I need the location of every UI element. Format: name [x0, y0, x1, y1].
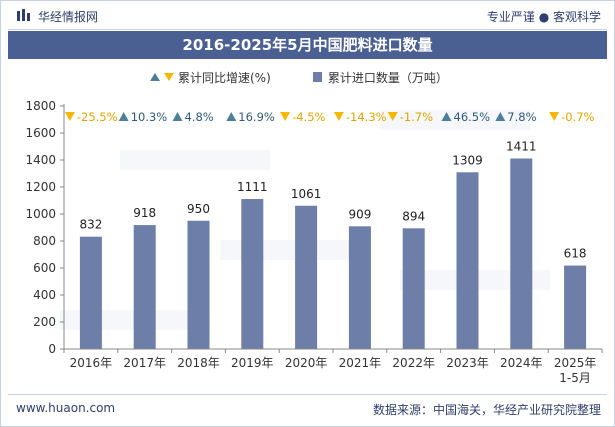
growth-up-icon — [441, 112, 452, 121]
brand-tagline: 专业严谨 ● 客观科学 — [486, 10, 601, 24]
brand-logo-icon — [17, 9, 30, 21]
bar-value-label: 832 — [79, 218, 102, 232]
bars — [79, 158, 587, 349]
growth-label: 10.3% — [131, 110, 168, 124]
chart-title: 2016-2025年5月中国肥料进口数量 — [182, 36, 433, 54]
x-tick-label: 1-5月 — [559, 371, 591, 385]
watermark-block — [120, 150, 270, 170]
bar-value-label: 1411 — [506, 140, 537, 154]
bar — [456, 172, 479, 349]
growth-row: -25.5% 10.3% 4.8% 16.9% -4.5% -14.3% -1.7% 46.5… — [64, 110, 595, 124]
x-tick-label: 2024年 — [500, 356, 543, 370]
x-tick-label: 2016年 — [70, 356, 113, 370]
growth-up-icon — [226, 112, 237, 121]
x-tick-label: 2022年 — [392, 356, 435, 370]
growth-label: -0.7% — [561, 110, 594, 124]
y-tick-label: 600 — [33, 261, 56, 275]
y-tick-label: 1000 — [25, 207, 56, 221]
bar-value-label: 918 — [133, 206, 156, 220]
growth-label: -4.5% — [292, 110, 325, 124]
growth-down-icon — [387, 112, 398, 121]
brand-name: 华经情报网 — [38, 10, 99, 24]
bar — [295, 205, 318, 349]
growth-label: -25.5% — [77, 110, 118, 124]
y-tick-label: 200 — [33, 315, 56, 329]
top-bar: 华经情报网 专业严谨 ● 客观科学 — [0, 0, 615, 30]
bar — [348, 226, 371, 349]
footer-source: 数据来源：中国海关，华经产业研究院整理 — [372, 403, 601, 417]
growth-up-icon — [495, 112, 506, 121]
growth-label: 7.8% — [507, 110, 536, 124]
growth-up-icon — [118, 112, 129, 121]
growth-legend-icon — [150, 73, 174, 81]
bar-value-label: 1111 — [237, 180, 268, 194]
growth-down-icon — [549, 112, 560, 121]
bar-value-label: 950 — [187, 202, 210, 216]
y-tick-label: 400 — [33, 288, 56, 302]
x-tick-label: 2023年 — [446, 356, 489, 370]
title-bar: 2016-2025年5月中国肥料进口数量 — [8, 31, 607, 59]
legend-item-growth: 累计同比增速(%) — [148, 69, 271, 86]
y-tick-label: 1400 — [25, 153, 56, 167]
growth-label: 46.5% — [454, 110, 491, 124]
growth-label: 4.8% — [185, 110, 214, 124]
bar — [241, 199, 264, 349]
footer-divider — [8, 394, 607, 395]
bar-value-label: 1309 — [452, 153, 483, 167]
top-divider — [8, 29, 607, 30]
growth-label: -1.7% — [400, 110, 433, 124]
y-tick-label: 1200 — [25, 180, 56, 194]
bar — [402, 228, 425, 349]
watermark-block — [380, 110, 530, 130]
x-tick-label: 2020年 — [285, 356, 328, 370]
growth-down-icon — [64, 112, 75, 121]
bar — [510, 158, 533, 349]
growth-label: -14.3% — [346, 110, 387, 124]
x-tick-label: 2017年 — [123, 356, 166, 370]
footer-website: www.huaon.com — [16, 401, 116, 415]
x-tick-label: 2025年 — [554, 356, 597, 370]
bar — [564, 265, 587, 349]
x-axis: 2016年 2017年 2018年 2019年 2020年 2021年 2022年 2023年… — [63, 348, 603, 385]
legend-label-volume: 累计进口数量（万吨） — [327, 71, 448, 85]
y-tick-label: 800 — [33, 234, 56, 248]
growth-label: 16.9% — [238, 110, 275, 124]
bar-value-label: 618 — [564, 247, 587, 261]
x-tick-label: 2019年 — [231, 356, 274, 370]
y-axis: 0 200 400 600 800 1000 1200 1400 1600 1800 — [25, 99, 65, 356]
bar-legend-icon — [313, 72, 322, 82]
y-tick-label: 1600 — [25, 126, 56, 140]
bar-value-label: 1061 — [291, 187, 322, 201]
growth-down-icon — [333, 112, 344, 121]
bar — [187, 220, 210, 349]
legend-label-growth: 累计同比增速(%) — [178, 71, 271, 85]
growth-up-icon — [172, 112, 183, 121]
data-labels: 832 918 950 1111 1061 909 894 1309 1411 618 — [79, 140, 586, 261]
legend-item-volume: 累计进口数量（万吨） — [312, 69, 448, 86]
y-tick-label: 1800 — [25, 99, 56, 113]
y-tick-label: 0 — [48, 342, 56, 356]
bar — [79, 236, 102, 349]
bar-value-label: 909 — [348, 207, 371, 221]
growth-down-icon — [280, 112, 291, 121]
x-tick-label: 2018年 — [177, 356, 220, 370]
bar — [133, 225, 156, 349]
bar-value-label: 894 — [402, 209, 425, 223]
x-tick-label: 2021年 — [339, 356, 382, 370]
